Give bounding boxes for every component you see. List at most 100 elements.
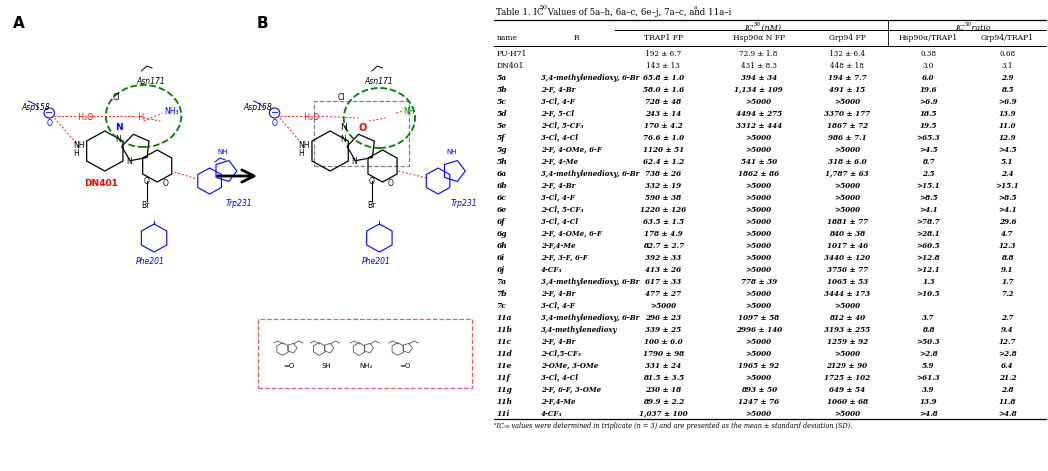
Text: 2.8: 2.8 [1001,386,1013,394]
Text: 3.9: 3.9 [922,386,935,394]
Text: >12.8: >12.8 [917,254,940,262]
Text: >4.5: >4.5 [998,146,1017,154]
Text: NH: NH [217,149,227,155]
Text: NH₂: NH₂ [359,363,372,369]
Text: 29.6: 29.6 [999,218,1017,226]
Text: 2996 ± 140: 2996 ± 140 [736,326,782,334]
Text: 178 ± 4.9: 178 ± 4.9 [643,230,682,238]
Text: O: O [369,177,375,186]
Text: Trp231: Trp231 [225,200,252,209]
Text: 1881 ± 77: 1881 ± 77 [827,218,868,226]
Text: >15.1: >15.1 [996,182,1019,190]
Text: N: N [351,156,356,165]
Text: 1862 ± 86: 1862 ± 86 [738,170,780,178]
Text: 81.5 ± 3.5: 81.5 ± 3.5 [642,374,683,382]
Text: 5h: 5h [497,158,507,166]
Text: O: O [144,177,150,186]
Text: 1259 ± 92: 1259 ± 92 [827,338,868,346]
Text: 394 ± 34: 394 ± 34 [741,74,777,82]
Text: Asn171: Asn171 [365,76,393,86]
Text: 8.8: 8.8 [922,326,935,334]
Text: Hsp90α/TRAP1: Hsp90α/TRAP1 [899,34,958,42]
Text: IC: IC [745,24,754,32]
Text: 21.2: 21.2 [999,374,1017,382]
Text: >5000: >5000 [834,98,860,106]
Text: 11i: 11i [497,410,510,418]
Text: 2-OMe, 3-OMe: 2-OMe, 3-OMe [541,362,598,370]
Text: >4.1: >4.1 [919,206,938,214]
Text: 3,4-methylenedioxy, 6-Br: 3,4-methylenedioxy, 6-Br [541,278,639,286]
Text: 7a: 7a [497,278,507,286]
Text: 3-Cl, 4-Cl: 3-Cl, 4-Cl [541,218,577,226]
Text: 6f: 6f [497,218,505,226]
Text: 7b: 7b [497,290,507,298]
Text: Hsp90α N FP: Hsp90α N FP [733,34,785,42]
Text: 491 ± 15: 491 ± 15 [829,86,866,94]
Text: >28.1: >28.1 [917,230,940,238]
Text: 4-CF₃: 4-CF₃ [541,410,562,418]
Text: 1,037 ± 100: 1,037 ± 100 [639,410,687,418]
Text: 1.7: 1.7 [1001,278,1013,286]
Text: 2-F, 5-Cl: 2-F, 5-Cl [541,110,573,118]
Text: >8.5: >8.5 [998,194,1017,202]
Text: 50: 50 [539,5,547,10]
Text: 6h: 6h [497,242,507,250]
Text: 1060 ± 68: 1060 ± 68 [827,398,868,406]
Text: >5000: >5000 [834,146,860,154]
Text: 448 ± 18: 448 ± 18 [830,62,864,70]
Text: 1120 ± 51: 1120 ± 51 [642,146,683,154]
Text: 3.0: 3.0 [923,62,934,70]
Text: >4.8: >4.8 [998,410,1017,418]
Text: >5000: >5000 [834,206,860,214]
Text: 3440 ± 120: 3440 ± 120 [824,254,870,262]
Text: 6e: 6e [497,206,506,214]
Text: H: H [73,149,79,159]
Text: 50: 50 [755,22,761,26]
Text: −: − [270,108,279,118]
Text: 100 ± 6.0: 100 ± 6.0 [643,338,682,346]
Text: 728 ± 48: 728 ± 48 [646,98,681,106]
Text: 3-Cl, 4-F: 3-Cl, 4-F [541,98,574,106]
Text: 4.7: 4.7 [1001,230,1013,238]
Text: 2129 ± 90: 2129 ± 90 [827,362,868,370]
Text: N: N [115,123,123,132]
Text: 1.3: 1.3 [922,278,935,286]
Text: >4.1: >4.1 [998,206,1017,214]
Text: O: O [46,119,52,128]
Text: >78.7: >78.7 [917,218,940,226]
Text: NH: NH [403,106,415,115]
Text: 2.5: 2.5 [922,170,935,178]
Text: 3,4-methylenedioxy, 6-Br: 3,4-methylenedioxy, 6-Br [541,170,639,178]
Text: 332 ± 19: 332 ± 19 [646,182,681,190]
Text: 63.5 ± 1.5: 63.5 ± 1.5 [642,218,683,226]
Text: >5000: >5000 [745,98,771,106]
Text: 13.9: 13.9 [999,110,1017,118]
Text: O: O [162,179,169,188]
Text: 8.8: 8.8 [1001,254,1013,262]
Text: Trp231: Trp231 [451,200,477,209]
Text: 3.7: 3.7 [922,314,935,322]
Text: TRAP1 FP: TRAP1 FP [643,34,683,42]
Text: (nM): (nM) [759,24,781,32]
Text: >5000: >5000 [745,266,771,274]
Text: 1247 ± 76: 1247 ± 76 [738,398,780,406]
Text: >5000: >5000 [834,410,860,418]
Text: 1867 ± 72: 1867 ± 72 [827,122,868,130]
Text: PU-H71: PU-H71 [497,50,527,58]
Text: 3,4-methylenedioxy, 6-Br: 3,4-methylenedioxy, 6-Br [541,74,639,82]
Text: IC: IC [955,24,964,32]
Text: 5g: 5g [497,146,507,154]
Text: 8.5: 8.5 [1001,86,1013,94]
Text: 11a: 11a [497,314,512,322]
Text: 339 ± 25: 339 ± 25 [646,326,681,334]
Text: >5000: >5000 [745,230,771,238]
Text: 170 ± 4.2: 170 ± 4.2 [643,122,682,130]
Text: 89.9 ± 2.2: 89.9 ± 2.2 [642,398,683,406]
Text: >6.9: >6.9 [919,98,938,106]
Text: 6.0: 6.0 [922,74,935,82]
Text: 541 ± 50: 541 ± 50 [741,158,777,166]
Text: >5000: >5000 [745,218,771,226]
Text: 1,134 ± 109: 1,134 ± 109 [735,86,783,94]
Text: 2-F, 4-OMe, 6-F: 2-F, 4-OMe, 6-F [541,146,602,154]
Text: >5000: >5000 [745,290,771,298]
